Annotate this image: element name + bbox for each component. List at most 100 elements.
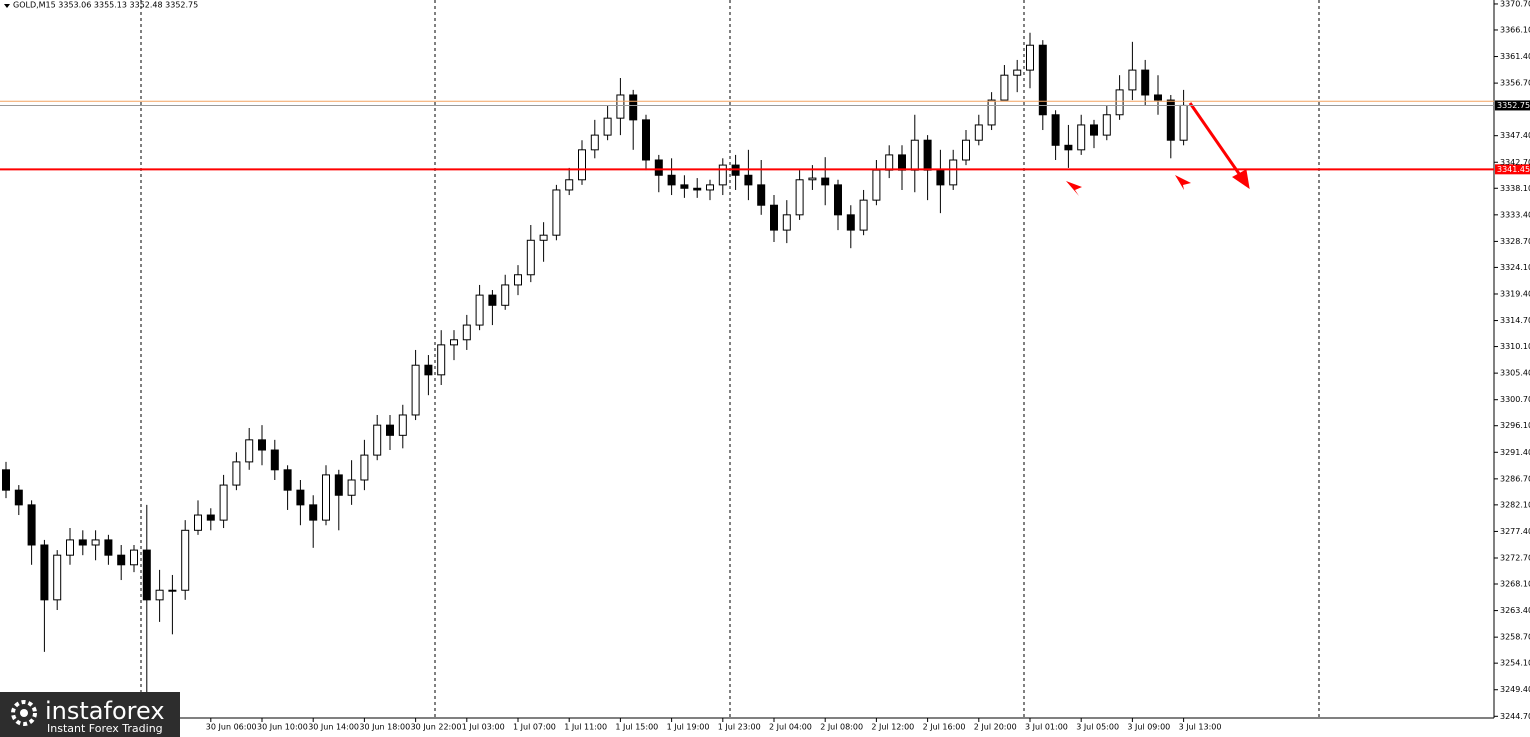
candle-body	[66, 539, 74, 556]
candle-body	[974, 124, 983, 141]
candle-body	[834, 184, 842, 216]
candle-body	[142, 549, 151, 601]
candle-body	[1077, 124, 1086, 151]
candle-body	[91, 539, 100, 546]
axes: 3370.70 3366.10 3361.40 3356.70 3347.40 3342.…	[206, 0, 1530, 732]
candle-body	[53, 554, 62, 601]
candle-body	[1102, 114, 1111, 136]
arrow-head	[1232, 169, 1250, 190]
x-tick-label: 3 Jul 13:00	[1179, 723, 1222, 732]
candle-body	[78, 539, 87, 546]
candle-body	[40, 544, 49, 601]
candle-body	[258, 439, 266, 451]
candle-body	[578, 149, 586, 181]
y-tick-label: 3361.40	[1500, 52, 1530, 61]
candle-body	[347, 479, 356, 496]
y-tick-label: 3277.40	[1500, 527, 1530, 536]
y-tick-label: 3254.10	[1500, 659, 1530, 668]
candle-body	[603, 117, 612, 136]
candle-body	[1128, 69, 1137, 91]
candle-body	[744, 174, 753, 186]
x-tick-label: 30 Jun 06:00	[206, 723, 257, 732]
candle-body	[680, 184, 689, 189]
y-tick-label: 3286.70	[1500, 474, 1530, 483]
candle-body	[411, 364, 420, 416]
candle-body	[283, 469, 292, 491]
candle-body	[194, 514, 202, 531]
candle-body	[821, 177, 830, 186]
candle-body	[565, 179, 574, 191]
candle-body	[706, 184, 714, 191]
y-tick-label: 3366.10	[1500, 25, 1530, 34]
candle-body	[693, 187, 702, 191]
watermark-brand: instaforex	[45, 697, 165, 725]
candle-body	[386, 424, 394, 436]
y-tick-label: 3282.10	[1500, 500, 1530, 509]
x-tick-label: 2 Jul 20:00	[974, 723, 1017, 732]
candle-body	[168, 589, 177, 592]
x-tick-label: 3 Jul 01:00	[1025, 723, 1068, 732]
levels: 3352.75 3341.45	[0, 100, 1530, 175]
candle-body	[206, 514, 215, 521]
candle-body	[514, 274, 522, 286]
candle-body	[936, 169, 945, 186]
x-tick-label: 30 Jun 22:00	[411, 723, 462, 732]
x-tick-label: 3 Jul 05:00	[1076, 723, 1119, 732]
y-tick-label: 3291.40	[1500, 448, 1530, 457]
candle-body	[232, 461, 241, 486]
candle-body	[309, 504, 318, 521]
candle-body	[654, 159, 663, 176]
candle-body	[910, 139, 919, 171]
x-tick-label: 30 Jun 10:00	[257, 723, 308, 732]
trend-arrow	[1188, 102, 1244, 179]
candle-body	[1000, 74, 1009, 101]
y-tick-label: 3333.40	[1500, 210, 1530, 219]
candle-body	[1154, 94, 1162, 101]
x-tick-label: 1 Jul 15:00	[615, 723, 658, 732]
candle-body	[14, 489, 23, 506]
watermark-logo	[11, 700, 37, 726]
candle-body	[334, 474, 343, 496]
candle-body	[526, 239, 535, 276]
y-tick-label: 3342.70	[1500, 158, 1530, 167]
candle-body	[1141, 69, 1150, 96]
candle-body	[219, 484, 228, 521]
x-tick-label: 30 Jun 18:00	[359, 723, 410, 732]
y-tick-label: 3268.10	[1500, 580, 1530, 589]
candle-body	[130, 549, 138, 566]
candle-body	[27, 504, 36, 546]
candle-body	[104, 539, 113, 556]
candle-body	[898, 154, 906, 171]
candle-body	[373, 424, 382, 456]
candle-body	[987, 99, 996, 126]
candle-body	[296, 489, 305, 506]
y-tick-label: 3296.10	[1500, 421, 1530, 430]
x-tick-label: 1 Jul 03:00	[462, 723, 505, 732]
candle-body	[616, 94, 625, 119]
y-tick-label: 3314.70	[1500, 316, 1530, 325]
candle-body	[450, 339, 458, 346]
x-tick-label: 30 Jun 14:00	[308, 723, 359, 732]
candle-body	[245, 439, 254, 463]
watermark: instaforex Instant Forex Trading	[0, 692, 180, 737]
candle-body	[1026, 44, 1034, 71]
candle-body	[155, 589, 164, 601]
watermark-tagline: Instant Forex Trading	[47, 722, 163, 735]
candle-body	[718, 164, 727, 186]
y-tick-label: 3324.10	[1500, 263, 1530, 272]
candle-body	[117, 554, 126, 566]
marker-arrow	[1175, 175, 1191, 190]
y-tick-label: 3370.70	[1500, 0, 1530, 8]
price-label: 3341.45	[1497, 165, 1530, 174]
candle-body	[488, 294, 497, 306]
candle-body	[539, 234, 548, 241]
x-tick-label: 3 Jul 09:00	[1127, 723, 1170, 732]
candle-body	[1038, 44, 1047, 116]
candle-body	[322, 474, 330, 521]
candle-body	[885, 154, 894, 171]
x-tick-label: 2 Jul 04:00	[769, 723, 812, 732]
candle-body	[1013, 69, 1022, 76]
x-tick-label: 2 Jul 16:00	[923, 723, 966, 732]
candle-body	[2, 469, 10, 491]
